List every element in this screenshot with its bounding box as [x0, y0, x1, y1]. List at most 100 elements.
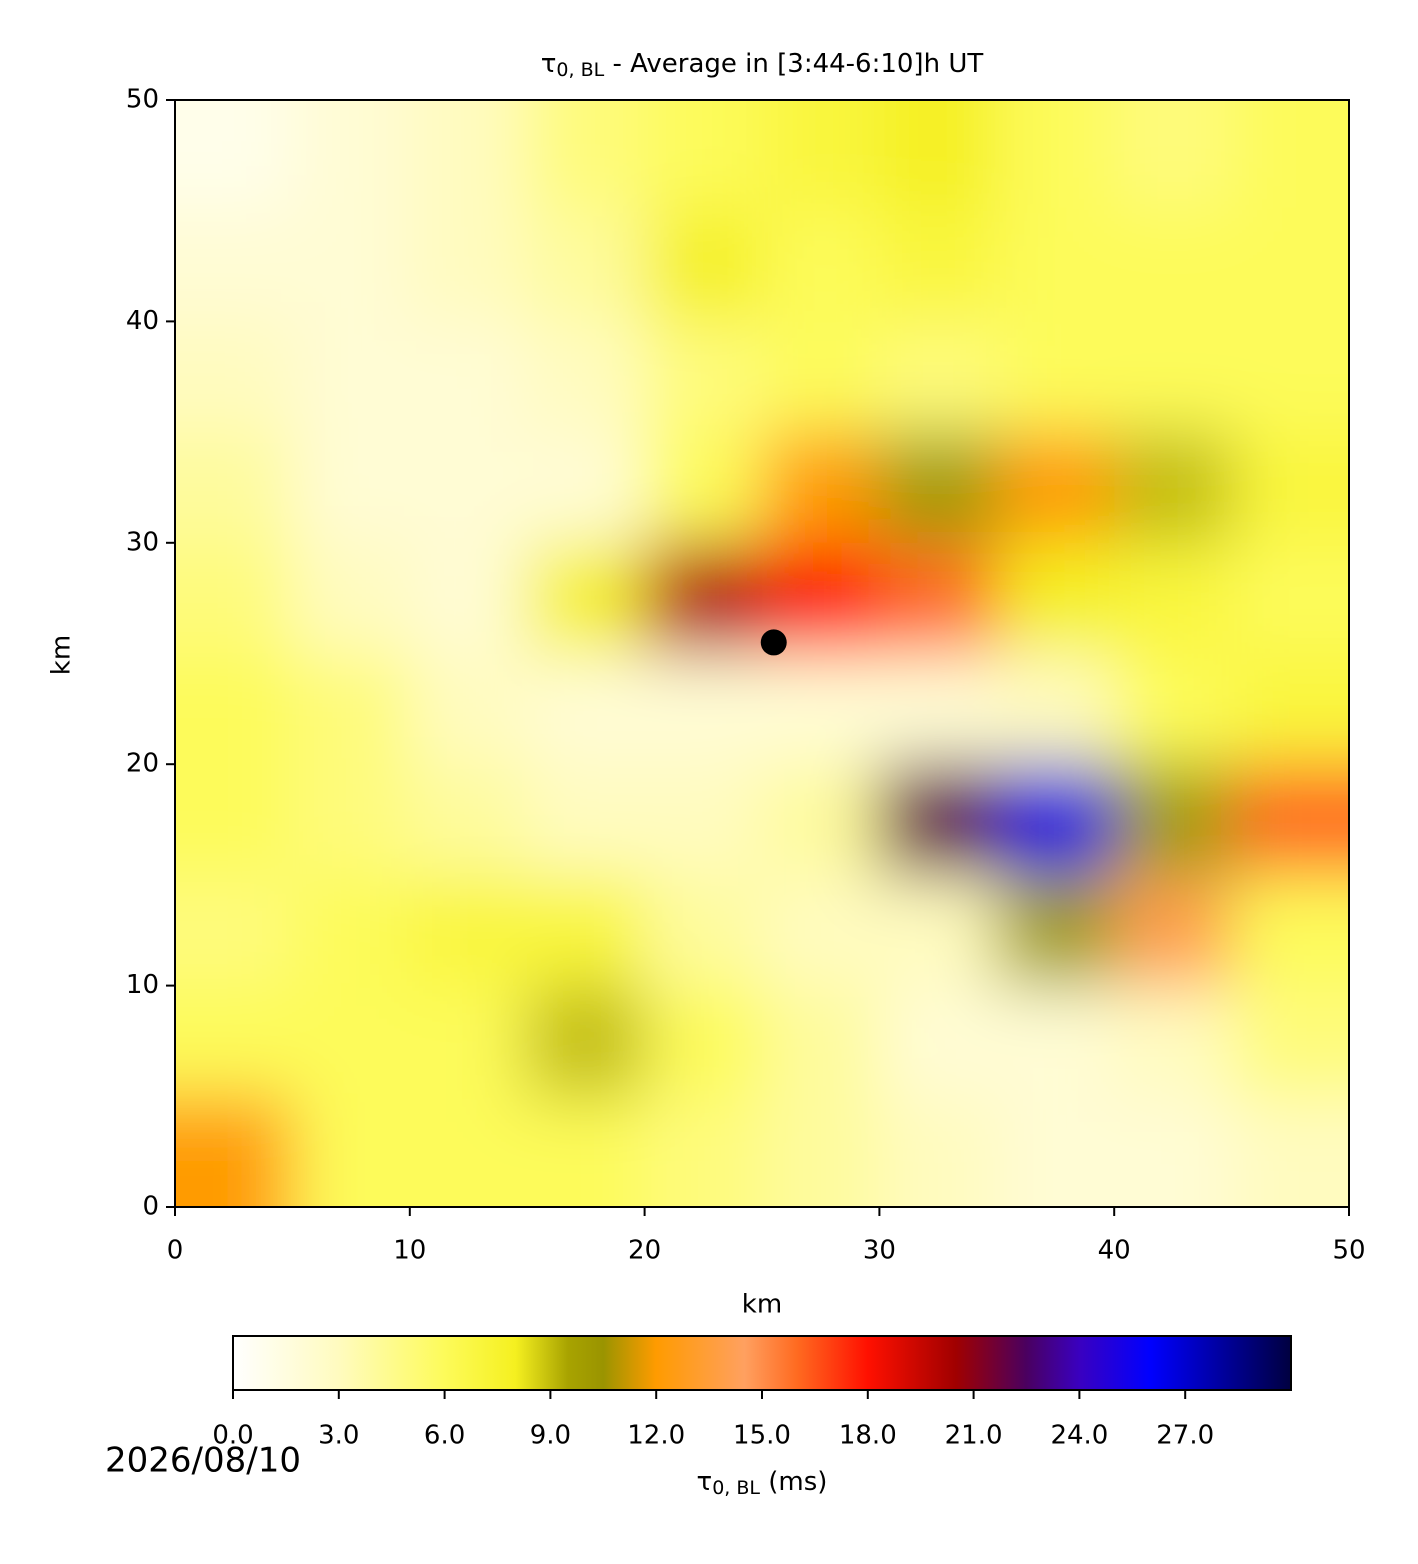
heat-cell: [879, 432, 997, 543]
location-marker: [760, 629, 787, 656]
y-axis-label: km: [47, 635, 77, 675]
heat-cell: [879, 653, 997, 765]
heat-cell: [879, 1096, 997, 1207]
heat-cell: [292, 210, 410, 322]
heat-cell: [1231, 764, 1349, 875]
chart-title: τ0, BL - Average in [3:44-6:10]h UT: [541, 49, 984, 81]
heat-cell: [527, 653, 645, 765]
plot-frame: [174, 99, 1350, 1208]
heat-cell: [527, 1096, 645, 1207]
heat-cell: [762, 100, 880, 211]
heat-cell: [175, 542, 293, 654]
heat-cell: [762, 432, 880, 543]
y-tick-label: 10: [126, 970, 159, 1000]
x-axis-label: km: [742, 1290, 782, 1320]
colorbar-tick-label: 0.0: [212, 1421, 253, 1451]
heat-cell: [1231, 985, 1349, 1097]
heat-cell: [1231, 1096, 1349, 1207]
heat-cell: [879, 210, 997, 322]
heat-cell: [175, 432, 293, 543]
heat-cell: [1231, 432, 1349, 543]
heat-cell: [527, 100, 645, 211]
colorbar-tick-label: 15.0: [733, 1421, 791, 1451]
colorbar-tick-label: 21.0: [945, 1421, 1003, 1451]
heat-cell: [292, 985, 410, 1097]
heat-cell: [644, 985, 762, 1097]
heat-cell: [996, 764, 1115, 875]
x-tick-label: 0: [167, 1236, 184, 1266]
heat-cell: [409, 321, 528, 433]
heat-cell: [644, 321, 762, 433]
heat-cell: [996, 100, 1115, 211]
heat-cell: [527, 542, 645, 654]
colorbar-tick-label: 9.0: [530, 1421, 571, 1451]
heat-cell: [996, 874, 1115, 986]
colorbar-tick-label: 24.0: [1050, 1421, 1108, 1451]
heat-cell: [527, 764, 645, 875]
heat-cell: [1231, 321, 1349, 433]
heat-cell: [644, 653, 762, 765]
heat-cell: [996, 432, 1115, 543]
heat-cell: [1114, 432, 1232, 543]
heat-cell: [409, 764, 528, 875]
heat-cell: [644, 542, 762, 654]
heat-cell: [1114, 321, 1232, 433]
heat-cell: [644, 432, 762, 543]
heat-cell: [527, 321, 645, 433]
heat-cell: [175, 653, 293, 765]
heat-cell: [409, 1096, 528, 1207]
heat-cell: [1114, 1096, 1232, 1207]
colorbar-tick-label: 3.0: [318, 1421, 359, 1451]
heat-cell: [762, 764, 880, 875]
heat-cell: [292, 542, 410, 654]
heat-cell: [292, 764, 410, 875]
heat-cell: [996, 542, 1115, 654]
heat-cell: [292, 321, 410, 433]
field: [175, 100, 1349, 1207]
y-tick-label: 50: [126, 85, 159, 115]
heat-cell: [292, 1096, 410, 1207]
heat-cell: [1114, 985, 1232, 1097]
heat-cell: [879, 764, 997, 875]
heat-cell: [644, 1096, 762, 1207]
heat-cell: [879, 321, 997, 433]
heat-cell: [996, 653, 1115, 765]
heat-cell: [409, 210, 528, 322]
heat-cell: [1231, 874, 1349, 986]
heat-cell: [1231, 210, 1349, 322]
heat-cell: [409, 653, 528, 765]
heat-cell: [879, 100, 997, 211]
heat-cell: [175, 1096, 293, 1207]
heat-cell: [1114, 764, 1232, 875]
colorbar-tick-label: 27.0: [1156, 1421, 1214, 1451]
heat-cell: [1114, 210, 1232, 322]
heat-cell: [292, 100, 410, 211]
heat-cell: [409, 542, 528, 654]
x-tick-label: 30: [863, 1236, 896, 1266]
heat-cell: [175, 764, 293, 875]
heat-cell: [644, 764, 762, 875]
heat-cell: [527, 985, 645, 1097]
heat-cell: [175, 100, 293, 211]
heat-cell: [762, 321, 880, 433]
heat-cell: [879, 542, 997, 654]
heat-cell: [292, 874, 410, 986]
y-tick-label: 20: [126, 749, 159, 779]
heat-cell: [409, 100, 528, 211]
y-tick-label: 0: [142, 1192, 159, 1222]
heat-cell: [175, 321, 293, 433]
heat-cell: [879, 985, 997, 1097]
x-tick-label: 20: [628, 1236, 661, 1266]
heat-cell: [996, 321, 1115, 433]
colorbar: [232, 1335, 1292, 1391]
x-tick-label: 50: [1332, 1236, 1365, 1266]
colorbar-tick-label: 6.0: [424, 1421, 465, 1451]
heat-cell: [644, 100, 762, 211]
heat-cell: [175, 985, 293, 1097]
heat-cell: [1114, 653, 1232, 765]
heat-cell: [1114, 542, 1232, 654]
heat-cell: [292, 432, 410, 543]
heat-cell: [996, 210, 1115, 322]
heat-cell: [644, 210, 762, 322]
